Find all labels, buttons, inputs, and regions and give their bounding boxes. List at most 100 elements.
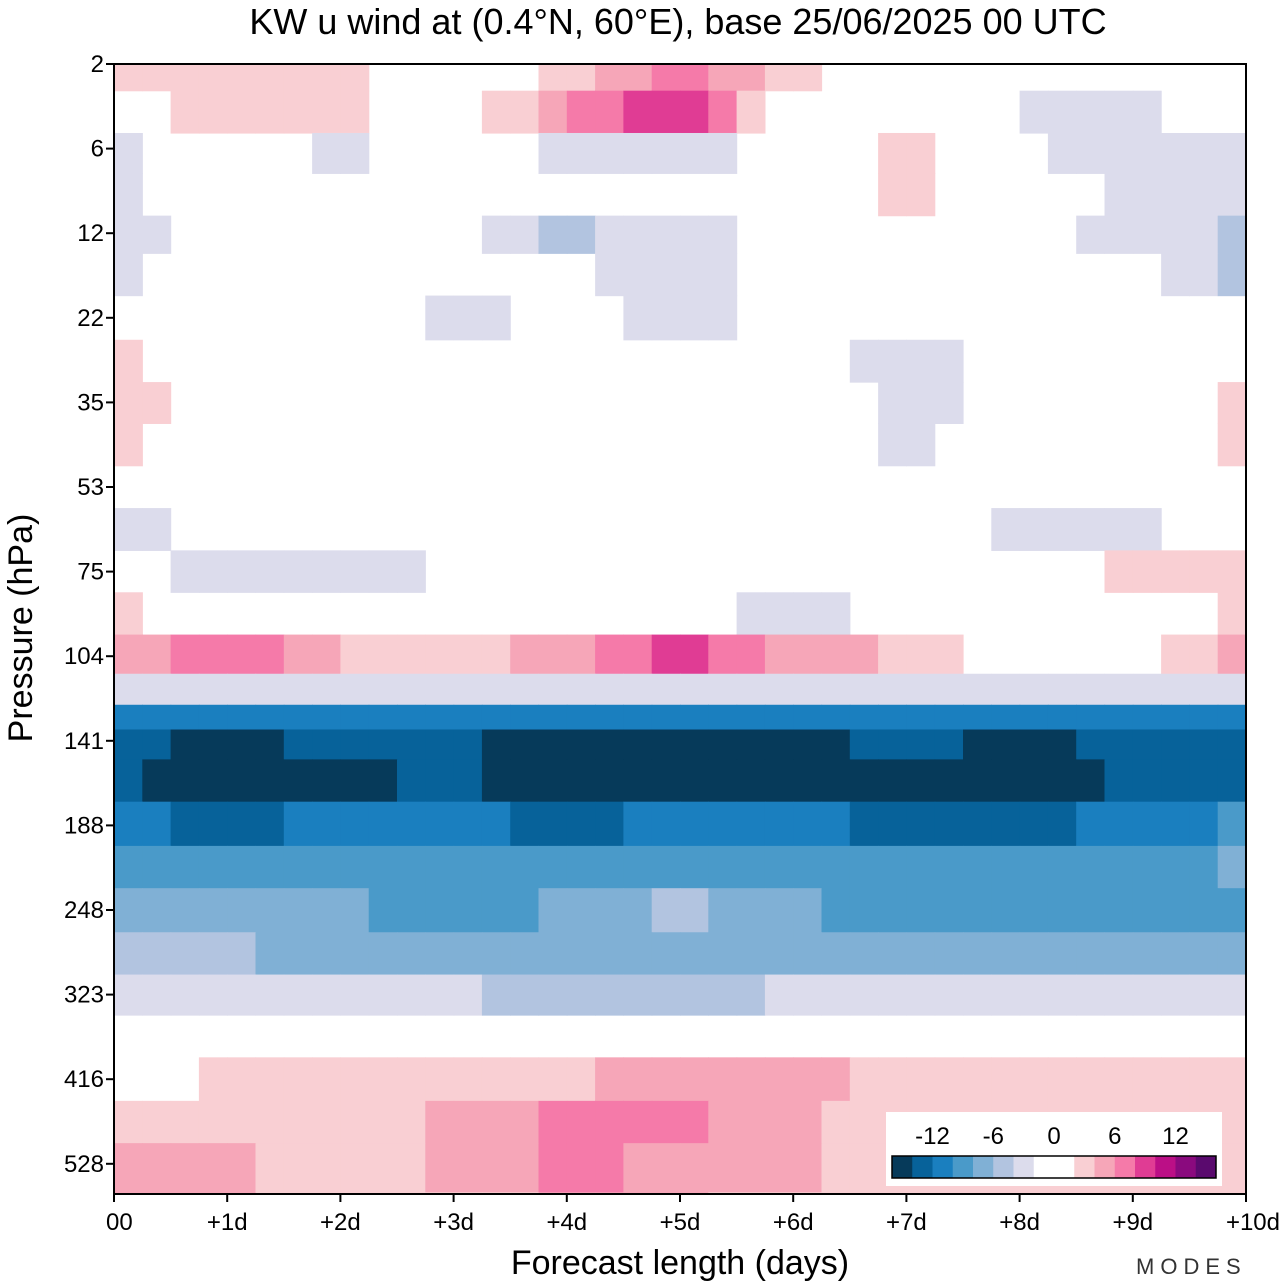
heatmap-cell bbox=[906, 974, 936, 1016]
heatmap-cell bbox=[510, 1057, 540, 1102]
heatmap-cell bbox=[623, 1100, 653, 1144]
heatmap-cell bbox=[142, 974, 172, 1016]
heatmap-cell bbox=[651, 801, 681, 847]
heatmap-cell bbox=[255, 974, 285, 1016]
heatmap-cell bbox=[481, 215, 511, 254]
heatmap-cell bbox=[312, 64, 341, 92]
heatmap-cell bbox=[198, 845, 228, 889]
heatmap-cell bbox=[1104, 759, 1134, 803]
heatmap-cell bbox=[114, 173, 143, 217]
heatmap-cell bbox=[764, 974, 794, 1016]
heatmap-cell bbox=[934, 1057, 964, 1102]
heatmap-cell bbox=[481, 673, 511, 706]
heatmap-cell bbox=[1189, 974, 1219, 1016]
colorbar-swatch bbox=[1175, 1156, 1197, 1178]
heatmap-cell bbox=[481, 295, 511, 341]
heatmap-cell bbox=[255, 759, 285, 803]
heatmap-cell bbox=[991, 673, 1021, 706]
heatmap-cell bbox=[1217, 634, 1246, 675]
colorbar-tick-label: 12 bbox=[1162, 1123, 1189, 1150]
heatmap-cell bbox=[708, 295, 738, 341]
heatmap-cell bbox=[425, 974, 455, 1016]
heatmap-cell bbox=[1019, 90, 1049, 134]
heatmap-cell bbox=[340, 704, 370, 731]
heatmap-cell bbox=[198, 932, 228, 976]
heatmap-cell bbox=[878, 729, 907, 760]
heatmap-cell bbox=[538, 974, 568, 1016]
heatmap-cell bbox=[340, 888, 370, 933]
heatmap-cell bbox=[736, 64, 766, 92]
colorbar-tick-label: -12 bbox=[915, 1123, 950, 1150]
heatmap-cell bbox=[114, 974, 143, 1016]
heatmap-cell bbox=[1047, 1057, 1077, 1102]
heatmap-cell bbox=[1161, 888, 1190, 933]
heatmap-cell bbox=[878, 974, 907, 1016]
heatmap-cell bbox=[255, 888, 285, 933]
heatmap-cell bbox=[708, 932, 738, 976]
heatmap-cell bbox=[821, 759, 851, 803]
y-tick-label: 104 bbox=[64, 643, 104, 670]
heatmap-cell bbox=[1019, 704, 1049, 731]
heatmap-cell bbox=[736, 759, 766, 803]
heatmap-cell bbox=[1189, 845, 1219, 889]
heatmap-cell bbox=[708, 64, 738, 92]
heatmap-cell bbox=[425, 888, 455, 933]
colorbar-swatch bbox=[993, 1156, 1014, 1178]
heatmap-cell bbox=[906, 339, 936, 383]
heatmap-cell bbox=[227, 550, 257, 593]
heatmap-cell bbox=[255, 704, 285, 731]
heatmap-cell bbox=[397, 974, 426, 1016]
heatmap-cell bbox=[198, 704, 228, 731]
heatmap-cell bbox=[623, 90, 653, 134]
heatmap-cell bbox=[538, 673, 568, 706]
heatmap-cell bbox=[764, 1100, 794, 1144]
heatmap-cell bbox=[538, 845, 568, 889]
heatmap-cell bbox=[764, 673, 794, 706]
heatmap-cell bbox=[1047, 673, 1077, 706]
heatmap-cell bbox=[1047, 729, 1077, 760]
heatmap-cell bbox=[1217, 729, 1246, 760]
y-axis-label: Pressure (hPa) bbox=[2, 514, 40, 743]
heatmap-cell bbox=[793, 1100, 823, 1144]
heatmap-cell bbox=[538, 1100, 568, 1144]
colorbar: -12 -6 0 6 12 bbox=[886, 1112, 1222, 1186]
heatmap-cell bbox=[1189, 550, 1219, 593]
heatmap-cell bbox=[227, 1057, 257, 1102]
heatmap-cell bbox=[453, 932, 483, 976]
heatmap-cell bbox=[481, 729, 511, 760]
heatmap-cell bbox=[1161, 1057, 1190, 1102]
heatmap-cell bbox=[764, 845, 794, 889]
heatmap-cell bbox=[510, 215, 540, 254]
heatmap-cell bbox=[906, 801, 936, 847]
heatmap-cell bbox=[425, 1057, 455, 1102]
heatmap-cell bbox=[878, 173, 907, 217]
heatmap-cell bbox=[198, 1143, 228, 1193]
heatmap-cell bbox=[227, 888, 257, 933]
heatmap-cell bbox=[170, 1100, 200, 1144]
heatmap-cell bbox=[1132, 801, 1162, 847]
heatmap-cell bbox=[198, 888, 228, 933]
x-axis: 00 +1d +2d +3d +4d +5d +6d +7d +8d +9d +10d bbox=[106, 1194, 1280, 1236]
heatmap-cell bbox=[1076, 1057, 1106, 1102]
heatmap-cell bbox=[963, 845, 992, 889]
heatmap-cell bbox=[878, 1057, 907, 1102]
heatmap-cell bbox=[764, 1143, 794, 1193]
heatmap-cell bbox=[1104, 704, 1134, 731]
heatmap-cell bbox=[283, 550, 313, 593]
x-tick-label: +1d bbox=[207, 1209, 248, 1236]
heatmap-cell bbox=[397, 634, 426, 675]
heatmap-cell bbox=[142, 1100, 172, 1144]
heatmap-cell bbox=[340, 1057, 370, 1102]
heatmap-cell bbox=[255, 673, 285, 706]
heatmap-cell bbox=[963, 729, 992, 760]
heatmap-cell bbox=[198, 1057, 228, 1102]
heatmap-cell bbox=[680, 932, 709, 976]
y-tick-label: 6 bbox=[91, 136, 104, 163]
heatmap-cell bbox=[708, 1057, 738, 1102]
heatmap-cell bbox=[1189, 1057, 1219, 1102]
heatmap-cell bbox=[1217, 592, 1246, 636]
x-tick-label: +7d bbox=[886, 1209, 927, 1236]
heatmap-cell bbox=[651, 704, 681, 731]
heatmap-cell bbox=[878, 423, 907, 467]
heatmap-cell bbox=[1076, 974, 1106, 1016]
